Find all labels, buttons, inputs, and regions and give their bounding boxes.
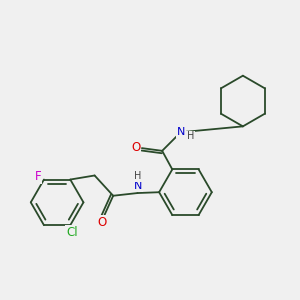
Text: F: F bbox=[34, 170, 41, 183]
Text: H: H bbox=[134, 172, 142, 182]
Text: Cl: Cl bbox=[66, 226, 78, 239]
Text: O: O bbox=[98, 216, 107, 229]
Text: N: N bbox=[176, 127, 185, 137]
Text: H: H bbox=[187, 131, 195, 141]
Text: N: N bbox=[134, 181, 142, 190]
Text: O: O bbox=[131, 141, 140, 154]
